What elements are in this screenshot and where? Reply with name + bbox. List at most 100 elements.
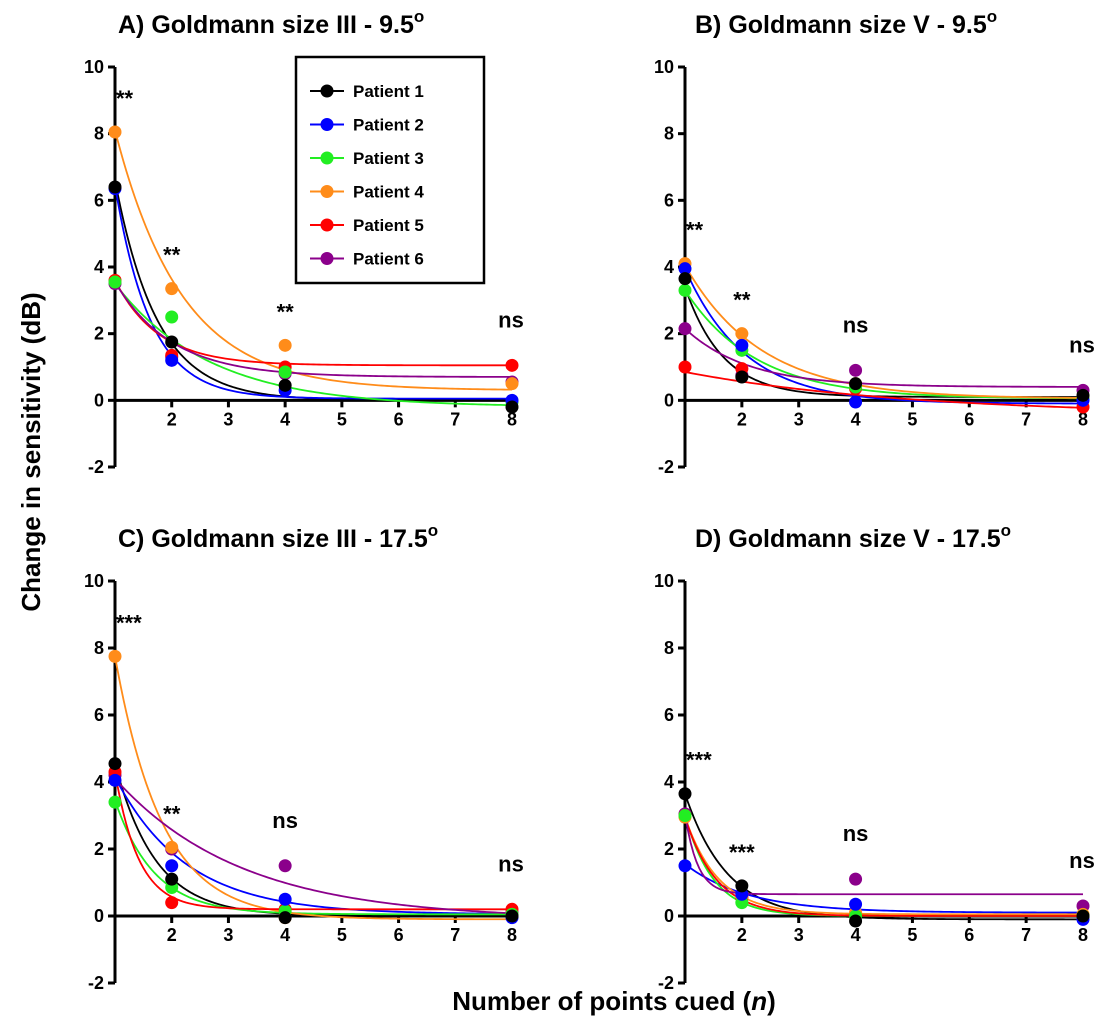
data-point-patient-3 [678, 283, 692, 297]
legend-marker [320, 151, 334, 165]
data-point-patient-1 [849, 914, 863, 928]
x-tick-label: 6 [394, 925, 404, 945]
data-point-patient-2 [165, 859, 179, 873]
x-tick-label: 2 [167, 409, 177, 429]
data-point-patient-1 [165, 872, 179, 886]
x-tick-label: 2 [737, 925, 747, 945]
legend-marker [320, 185, 334, 198]
data-point-patient-1 [108, 757, 122, 771]
legend-label: Patient 3 [353, 149, 424, 168]
data-point-patient-6 [849, 363, 863, 377]
legend-label: Patient 4 [353, 183, 424, 202]
x-tick-label: 4 [851, 409, 861, 429]
legend-label: Patient 2 [353, 116, 424, 135]
legend-item-patient-4: Patient 4 [310, 183, 424, 202]
x-tick-label: 6 [964, 925, 974, 945]
panel-title-degree: o [414, 7, 424, 26]
significance-label: ns [843, 312, 869, 337]
x-axis-label-text: Number of points cued [452, 986, 735, 1016]
y-axis-label: Change in sensitivity (dB) [16, 292, 46, 611]
data-point-patient-3 [165, 310, 179, 324]
significance-label: ns [498, 307, 524, 332]
data-point-patient-5 [505, 358, 519, 372]
data-point-patient-2 [849, 897, 863, 911]
data-point-patient-2 [678, 262, 692, 276]
significance-label: ** [163, 243, 181, 268]
fit-curve-patient-2 [684, 268, 1084, 405]
panel-c: C) Goldmann size III - 17.5o -2 0 2 4 6 8 10 2 3 4… [84, 521, 524, 993]
x-tick-label: 4 [280, 925, 290, 945]
fit-curve-patient-4 [114, 130, 513, 391]
fit-curve-patient-4 [684, 816, 1083, 916]
y-tick-label: 6 [664, 190, 674, 210]
y-tick-label: 10 [654, 57, 674, 77]
legend-marker [320, 118, 334, 131]
x-tick-label: 6 [394, 409, 404, 429]
x-tick-label: 2 [167, 925, 177, 945]
y-tick-label: 4 [94, 772, 104, 792]
significance-label: ** [733, 288, 751, 313]
x-tick-label: 7 [450, 409, 460, 429]
x-tick-label: 5 [907, 409, 917, 429]
y-tick-label: 2 [94, 839, 104, 859]
x-axis-label-var: n [751, 986, 767, 1016]
x-tick-label: 4 [851, 925, 861, 945]
data-point-patient-1 [735, 879, 749, 893]
data-point-patient-1 [278, 911, 292, 925]
y-tick-label: 0 [664, 390, 674, 410]
y-tick-label: 4 [94, 257, 104, 277]
x-tick-label: 5 [337, 409, 347, 429]
data-point-patient-1 [108, 180, 122, 194]
data-point-patient-1 [278, 378, 292, 392]
y-tick-label: -2 [88, 457, 104, 477]
legend-item-patient-3: Patient 3 [310, 149, 424, 168]
panel-title: C) Goldmann size III - 17.5o [118, 521, 438, 553]
data-point-patient-6 [278, 859, 292, 873]
legend-label: Patient 6 [353, 250, 424, 269]
significance-label: *** [729, 840, 755, 865]
y-tick-label: 8 [664, 124, 674, 144]
x-tick-label: 7 [1021, 925, 1031, 945]
panel-title-text: D) Goldmann size V - 17.5 [695, 525, 1001, 553]
significance-label: ns [1069, 848, 1095, 873]
x-tick-label: 8 [507, 925, 517, 945]
y-tick-label: 10 [654, 571, 674, 591]
fit-curve-patient-6 [114, 281, 512, 378]
x-tick-label: 2 [737, 409, 747, 429]
legend-item-patient-5: Patient 5 [310, 216, 424, 235]
data-point-patient-5 [165, 896, 179, 910]
x-tick-label: 8 [1078, 409, 1088, 429]
x-tick-label: 5 [907, 925, 917, 945]
panel-b: B) Goldmann size V - 9.5o -2 0 2 4 6 8 10 2 3 4 5 6 7… [654, 7, 1095, 477]
data-point-patient-1 [1076, 388, 1090, 402]
y-tick-label: 0 [94, 906, 104, 926]
y-tick-label: 2 [664, 324, 674, 344]
significance-label: ** [686, 218, 704, 243]
data-point-patient-1 [165, 335, 179, 349]
x-tick-label: 3 [223, 409, 233, 429]
data-point-patient-4 [108, 125, 122, 139]
data-point-patient-4 [165, 840, 179, 854]
data-point-patient-4 [735, 327, 749, 341]
y-tick-label: 0 [664, 906, 674, 926]
data-point-patient-3 [108, 795, 122, 809]
data-point-patient-4 [108, 649, 122, 663]
data-point-patient-2 [278, 892, 292, 906]
data-point-patient-4 [505, 377, 519, 391]
data-point-patient-4 [165, 282, 179, 296]
panel-a: A) Goldmann size III - 9.5o -2 0 2 4 6 8 10 2 3 4 5… [84, 7, 524, 477]
panel-title: D) Goldmann size V - 17.5o [695, 521, 1011, 553]
fit-curve-patient-6 [684, 328, 1083, 388]
x-tick-label: 7 [450, 925, 460, 945]
fit-curve-patient-2 [684, 863, 1083, 914]
significance-label: ** [277, 299, 295, 324]
y-tick-label: 10 [84, 57, 104, 77]
data-point-patient-3 [108, 275, 122, 289]
y-tick-label: 2 [94, 324, 104, 344]
x-axis-label: Number of points cued (n) [452, 986, 776, 1016]
panel-title: B) Goldmann size V - 9.5o [695, 7, 997, 39]
y-tick-label: 8 [664, 638, 674, 658]
fit-curve-patient-2 [114, 776, 513, 915]
y-tick-label: 4 [664, 257, 674, 277]
